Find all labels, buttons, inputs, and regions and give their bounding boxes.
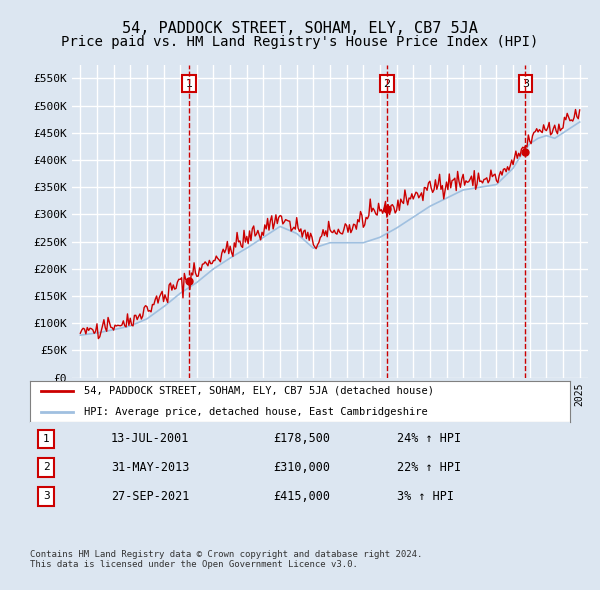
Text: £310,000: £310,000: [273, 461, 330, 474]
Text: 2: 2: [43, 462, 50, 472]
Text: HPI: Average price, detached house, East Cambridgeshire: HPI: Average price, detached house, East…: [84, 407, 428, 417]
Text: 1: 1: [43, 434, 50, 444]
Text: £178,500: £178,500: [273, 432, 330, 445]
Text: 22% ↑ HPI: 22% ↑ HPI: [397, 461, 461, 474]
Text: 31-MAY-2013: 31-MAY-2013: [111, 461, 190, 474]
Text: 27-SEP-2021: 27-SEP-2021: [111, 490, 190, 503]
Text: Contains HM Land Registry data © Crown copyright and database right 2024.
This d: Contains HM Land Registry data © Crown c…: [30, 550, 422, 569]
Text: Price paid vs. HM Land Registry's House Price Index (HPI): Price paid vs. HM Land Registry's House …: [61, 35, 539, 50]
Text: 3% ↑ HPI: 3% ↑ HPI: [397, 490, 454, 503]
Text: 3: 3: [522, 78, 529, 88]
Text: 1: 1: [185, 78, 193, 88]
Text: 24% ↑ HPI: 24% ↑ HPI: [397, 432, 461, 445]
Text: 54, PADDOCK STREET, SOHAM, ELY, CB7 5JA (detached house): 54, PADDOCK STREET, SOHAM, ELY, CB7 5JA …: [84, 386, 434, 396]
Text: £415,000: £415,000: [273, 490, 330, 503]
Text: 2: 2: [383, 78, 391, 88]
Text: 13-JUL-2001: 13-JUL-2001: [111, 432, 190, 445]
Text: 54, PADDOCK STREET, SOHAM, ELY, CB7 5JA: 54, PADDOCK STREET, SOHAM, ELY, CB7 5JA: [122, 21, 478, 35]
Text: 3: 3: [43, 491, 50, 502]
